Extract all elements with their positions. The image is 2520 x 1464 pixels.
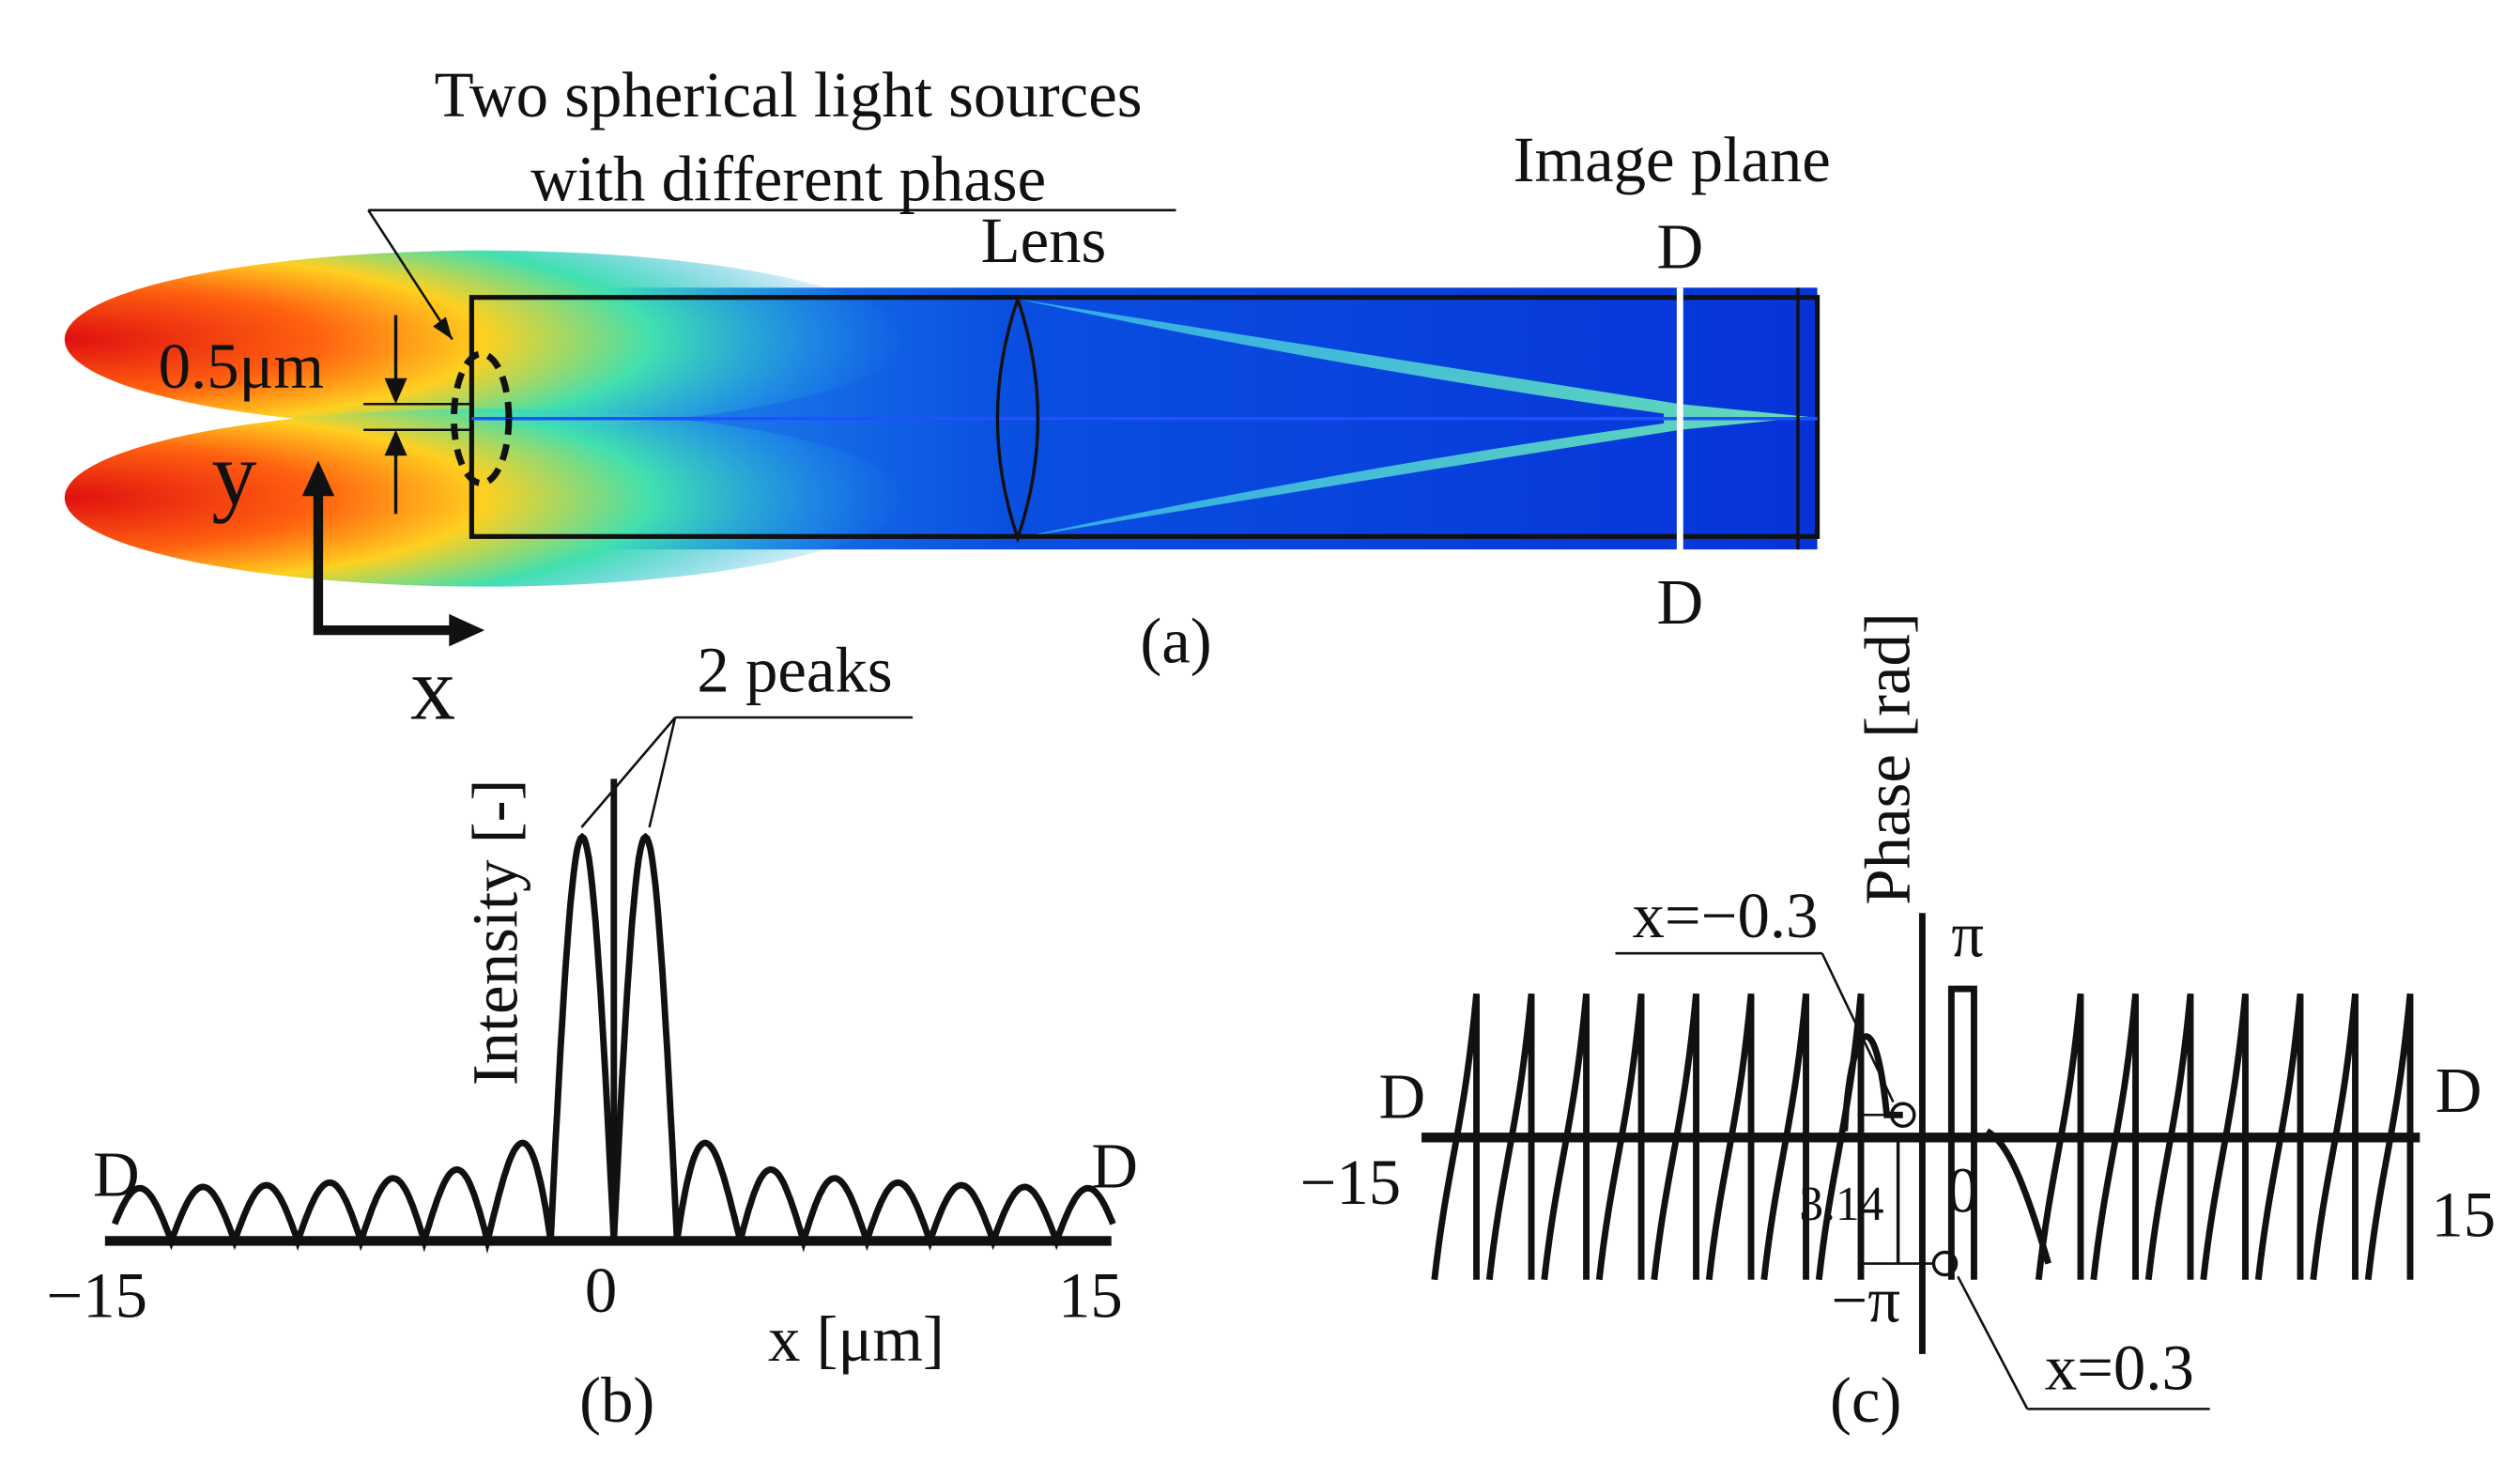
lobe [64, 250, 905, 429]
source-ring [451, 350, 513, 486]
label: D [1656, 566, 1703, 638]
x-axis-label: x [μm] [768, 1303, 945, 1375]
arrow [433, 316, 453, 340]
label: 0.5μm [159, 331, 324, 402]
arrow [301, 460, 485, 647]
phase-curve [1431, 985, 2414, 1281]
caption: (a) [1140, 606, 1211, 677]
tick-label: 0 [585, 1255, 617, 1326]
leader [1957, 1275, 2029, 1410]
label: Lens [981, 205, 1107, 276]
intensity-curve [111, 832, 1116, 1255]
arrow [384, 378, 407, 405]
label: 3.14 [1799, 1178, 1883, 1231]
caption: (c) [1830, 1364, 1901, 1436]
tick-label: π [1951, 900, 1984, 971]
label: Two spherical light sources [435, 59, 1143, 131]
label: D [1379, 1061, 1426, 1133]
arrow [384, 429, 407, 456]
phase-panel: Phase [rad] x=−0.3 π D D −15 15 3.14 0 −… [1300, 612, 2497, 1436]
y-axis-label: Phase [rad] [1852, 612, 1924, 904]
leader [367, 209, 453, 341]
tick-label: 15 [2431, 1179, 2496, 1250]
tick-label: −15 [1300, 1147, 1402, 1218]
lens-shape [995, 294, 1040, 544]
lobe [64, 408, 905, 587]
label: D [1091, 1131, 1138, 1202]
label: 2 peaks [697, 634, 892, 705]
label: Image plane [1514, 124, 1831, 195]
leader [648, 717, 677, 828]
label: x=−0.3 [1632, 880, 1818, 951]
coord-axes [313, 485, 461, 636]
label: x [410, 639, 455, 739]
label: x=0.3 [2045, 1333, 2194, 1404]
label: D [1656, 211, 1703, 283]
label: D [2435, 1055, 2482, 1126]
tick-label: 15 [1058, 1259, 1123, 1331]
leader [580, 717, 677, 828]
y-axis-label: Intensity [-] [460, 779, 531, 1086]
tick-label: −π [1831, 1264, 1900, 1335]
intensity-panel: 2 peaks Intensity [-] D D −15 0 15 x [μm… [46, 634, 1138, 1436]
tick-label: −15 [46, 1259, 147, 1331]
label: with different phase [530, 143, 1046, 214]
caption: (b) [579, 1364, 654, 1436]
label: D [93, 1138, 140, 1210]
label: y [211, 424, 256, 524]
field-panel: Two spherical light sources with differe… [64, 59, 1831, 739]
